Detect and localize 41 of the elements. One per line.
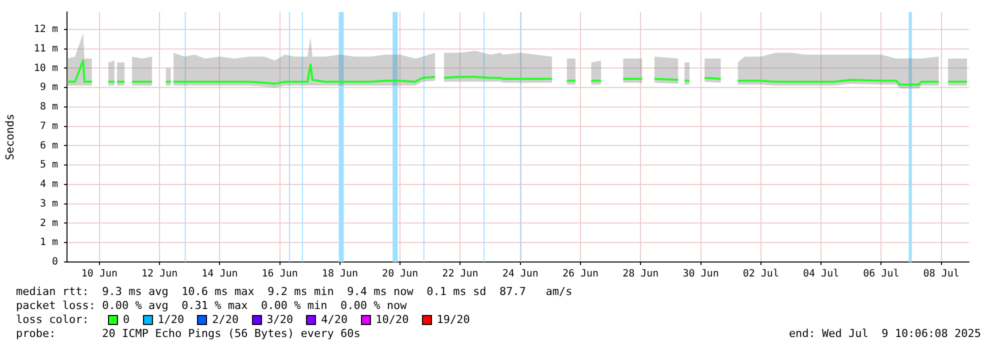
text: 19/20: [436, 313, 470, 326]
x-tick-label: 02 Jul: [742, 268, 779, 280]
x-tick-label: 20 Jun: [382, 268, 418, 280]
y-tick-label: 9 m: [40, 82, 58, 94]
x-tick-label: 24 Jun: [502, 268, 538, 280]
text: 2/20: [212, 313, 239, 326]
x-tick-label: 12 Jun: [142, 268, 178, 280]
text: 1/20: [158, 313, 184, 326]
text: loss color:: [16, 313, 89, 326]
x-tick-label: 16 Jun: [262, 268, 298, 280]
y-tick-label: 12 m: [34, 24, 58, 36]
y-tick-label: 4 m: [40, 179, 58, 190]
y-axis-title: Seconds: [3, 114, 16, 160]
y-tick-label: 0: [52, 256, 58, 268]
text: end: Wed Jul 9 10:06:08 2025: [788, 327, 981, 340]
x-tick-label: 04 Jul: [802, 268, 840, 280]
y-tick-label: 1 m: [40, 237, 58, 248]
x-tick-label: 18 Jun: [322, 268, 358, 280]
text: 10/20: [376, 313, 409, 326]
y-tick-label: 7 m: [40, 120, 58, 132]
text: 3/20: [266, 313, 294, 326]
x-tick-label: 26 Jun: [562, 268, 599, 280]
x-tick-label: 06 Jul: [863, 268, 900, 280]
y-tick-label: 8 m: [40, 102, 58, 113]
y-tick-label: 5 m: [40, 160, 58, 171]
y-tick-label: 6 m: [40, 140, 58, 152]
y-tick-label: 10 m: [34, 62, 58, 74]
x-tick-label: 22 Jun: [442, 268, 478, 280]
y-tick-label: 3 m: [40, 198, 58, 210]
x-tick-label: 28 Jun: [622, 268, 659, 280]
x-tick-label: 30 Jun: [682, 268, 719, 280]
text: packet loss: 0.00 % avg 0.31 % max 0.00 % min 0.00 % now: [16, 299, 407, 312]
text: probe: 20 ICMP Echo Pings (56 Bytes) every 60s: [16, 327, 360, 340]
x-tick-label: 08 Jul: [923, 268, 960, 280]
text: 0: [123, 313, 130, 326]
text: 4/20: [321, 313, 348, 326]
y-tick-label: 2 m: [40, 218, 58, 229]
x-tick-label: 14 Jun: [202, 268, 238, 280]
text: median rtt: 9.3 ms avg 10.6 ms max 9.2 ms min 9.4 ms now 0.1 ms sd 87.7 am/s: [16, 285, 572, 298]
y-tick-label: 11 m: [34, 43, 58, 54]
x-tick-label: 10 Jun: [81, 268, 118, 280]
